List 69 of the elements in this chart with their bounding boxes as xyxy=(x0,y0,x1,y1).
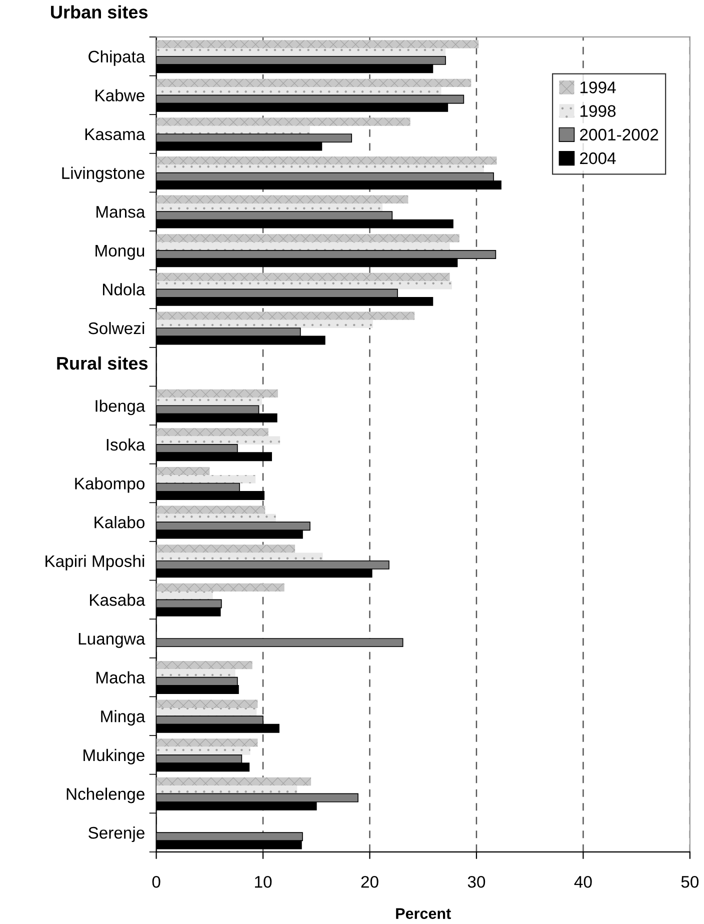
bar xyxy=(156,48,446,56)
bar xyxy=(156,126,310,134)
bar xyxy=(156,777,312,786)
y-tick-label: Kabwe xyxy=(96,89,144,102)
y-tick-label: Chipata xyxy=(88,50,146,66)
bar xyxy=(156,397,262,406)
bar xyxy=(156,583,284,592)
y-tick-label: Kalabo xyxy=(94,516,144,528)
bar xyxy=(156,552,323,561)
bar xyxy=(156,592,213,600)
y-tick-label: Nchelenge xyxy=(66,788,144,804)
y-tick-label: Mukinge xyxy=(84,748,144,764)
legend-label: 2001-2002 xyxy=(580,128,658,141)
bar xyxy=(156,118,410,126)
bar xyxy=(156,203,383,212)
bar xyxy=(156,466,210,476)
y-tick-label: Kasama xyxy=(85,128,146,140)
y-tick-label: Kasaba xyxy=(90,594,146,606)
bar xyxy=(156,320,373,328)
legend-label: 1994 xyxy=(580,82,616,94)
bar xyxy=(156,746,250,755)
x-axis-title: Percent xyxy=(396,908,451,919)
bar xyxy=(156,544,296,553)
bar xyxy=(156,234,460,242)
y-tick-label: Minga xyxy=(101,710,146,726)
bar xyxy=(156,669,236,678)
legend-label: 2004 xyxy=(580,152,616,164)
legend-label: 1998 xyxy=(580,105,616,117)
bar xyxy=(156,272,450,282)
bar xyxy=(156,40,479,48)
bar xyxy=(156,281,452,290)
bar xyxy=(156,428,268,436)
text: Urban sites xyxy=(51,5,148,19)
y-tick-label: Isoka xyxy=(106,438,146,451)
bar xyxy=(156,78,472,88)
bar xyxy=(156,700,258,708)
y-tick-label: Mongu xyxy=(96,244,144,260)
x-tick-label: 50 xyxy=(681,876,699,888)
bar xyxy=(156,660,252,670)
y-tick-label: Luangwa xyxy=(78,633,146,648)
bar xyxy=(156,195,408,204)
y-tick-label: Macha xyxy=(96,671,146,684)
bar xyxy=(156,436,280,444)
y-tick-label: Kapiri Mposhi xyxy=(46,554,144,570)
bar xyxy=(156,242,450,250)
y-tick-label: Serenje xyxy=(88,826,144,842)
y-tick-label: Ndola xyxy=(103,283,146,296)
y-tick-label: Solwezi xyxy=(88,322,144,334)
bar xyxy=(156,506,266,514)
x-tick-label: 30 xyxy=(468,876,486,888)
x-tick-label: 10 xyxy=(255,876,272,888)
bar xyxy=(156,87,442,96)
x-tick-label: 20 xyxy=(361,876,378,888)
y-tick-label: Livingstone xyxy=(62,166,144,182)
x-tick-label: 0 xyxy=(152,876,160,888)
text: Rural sites xyxy=(57,356,148,370)
bar xyxy=(156,708,257,716)
bar xyxy=(156,312,415,320)
y-tick-label: Ibenga xyxy=(96,400,146,416)
bar xyxy=(156,514,276,522)
y-tick-label: Mansa xyxy=(96,206,146,218)
bar xyxy=(156,164,484,173)
y-tick-label: Kabompo xyxy=(75,477,144,493)
bar xyxy=(156,389,278,398)
bar xyxy=(156,156,497,165)
bar xyxy=(156,475,256,484)
bar xyxy=(156,738,258,747)
bar xyxy=(156,786,298,794)
x-tick-label: 40 xyxy=(574,876,592,888)
